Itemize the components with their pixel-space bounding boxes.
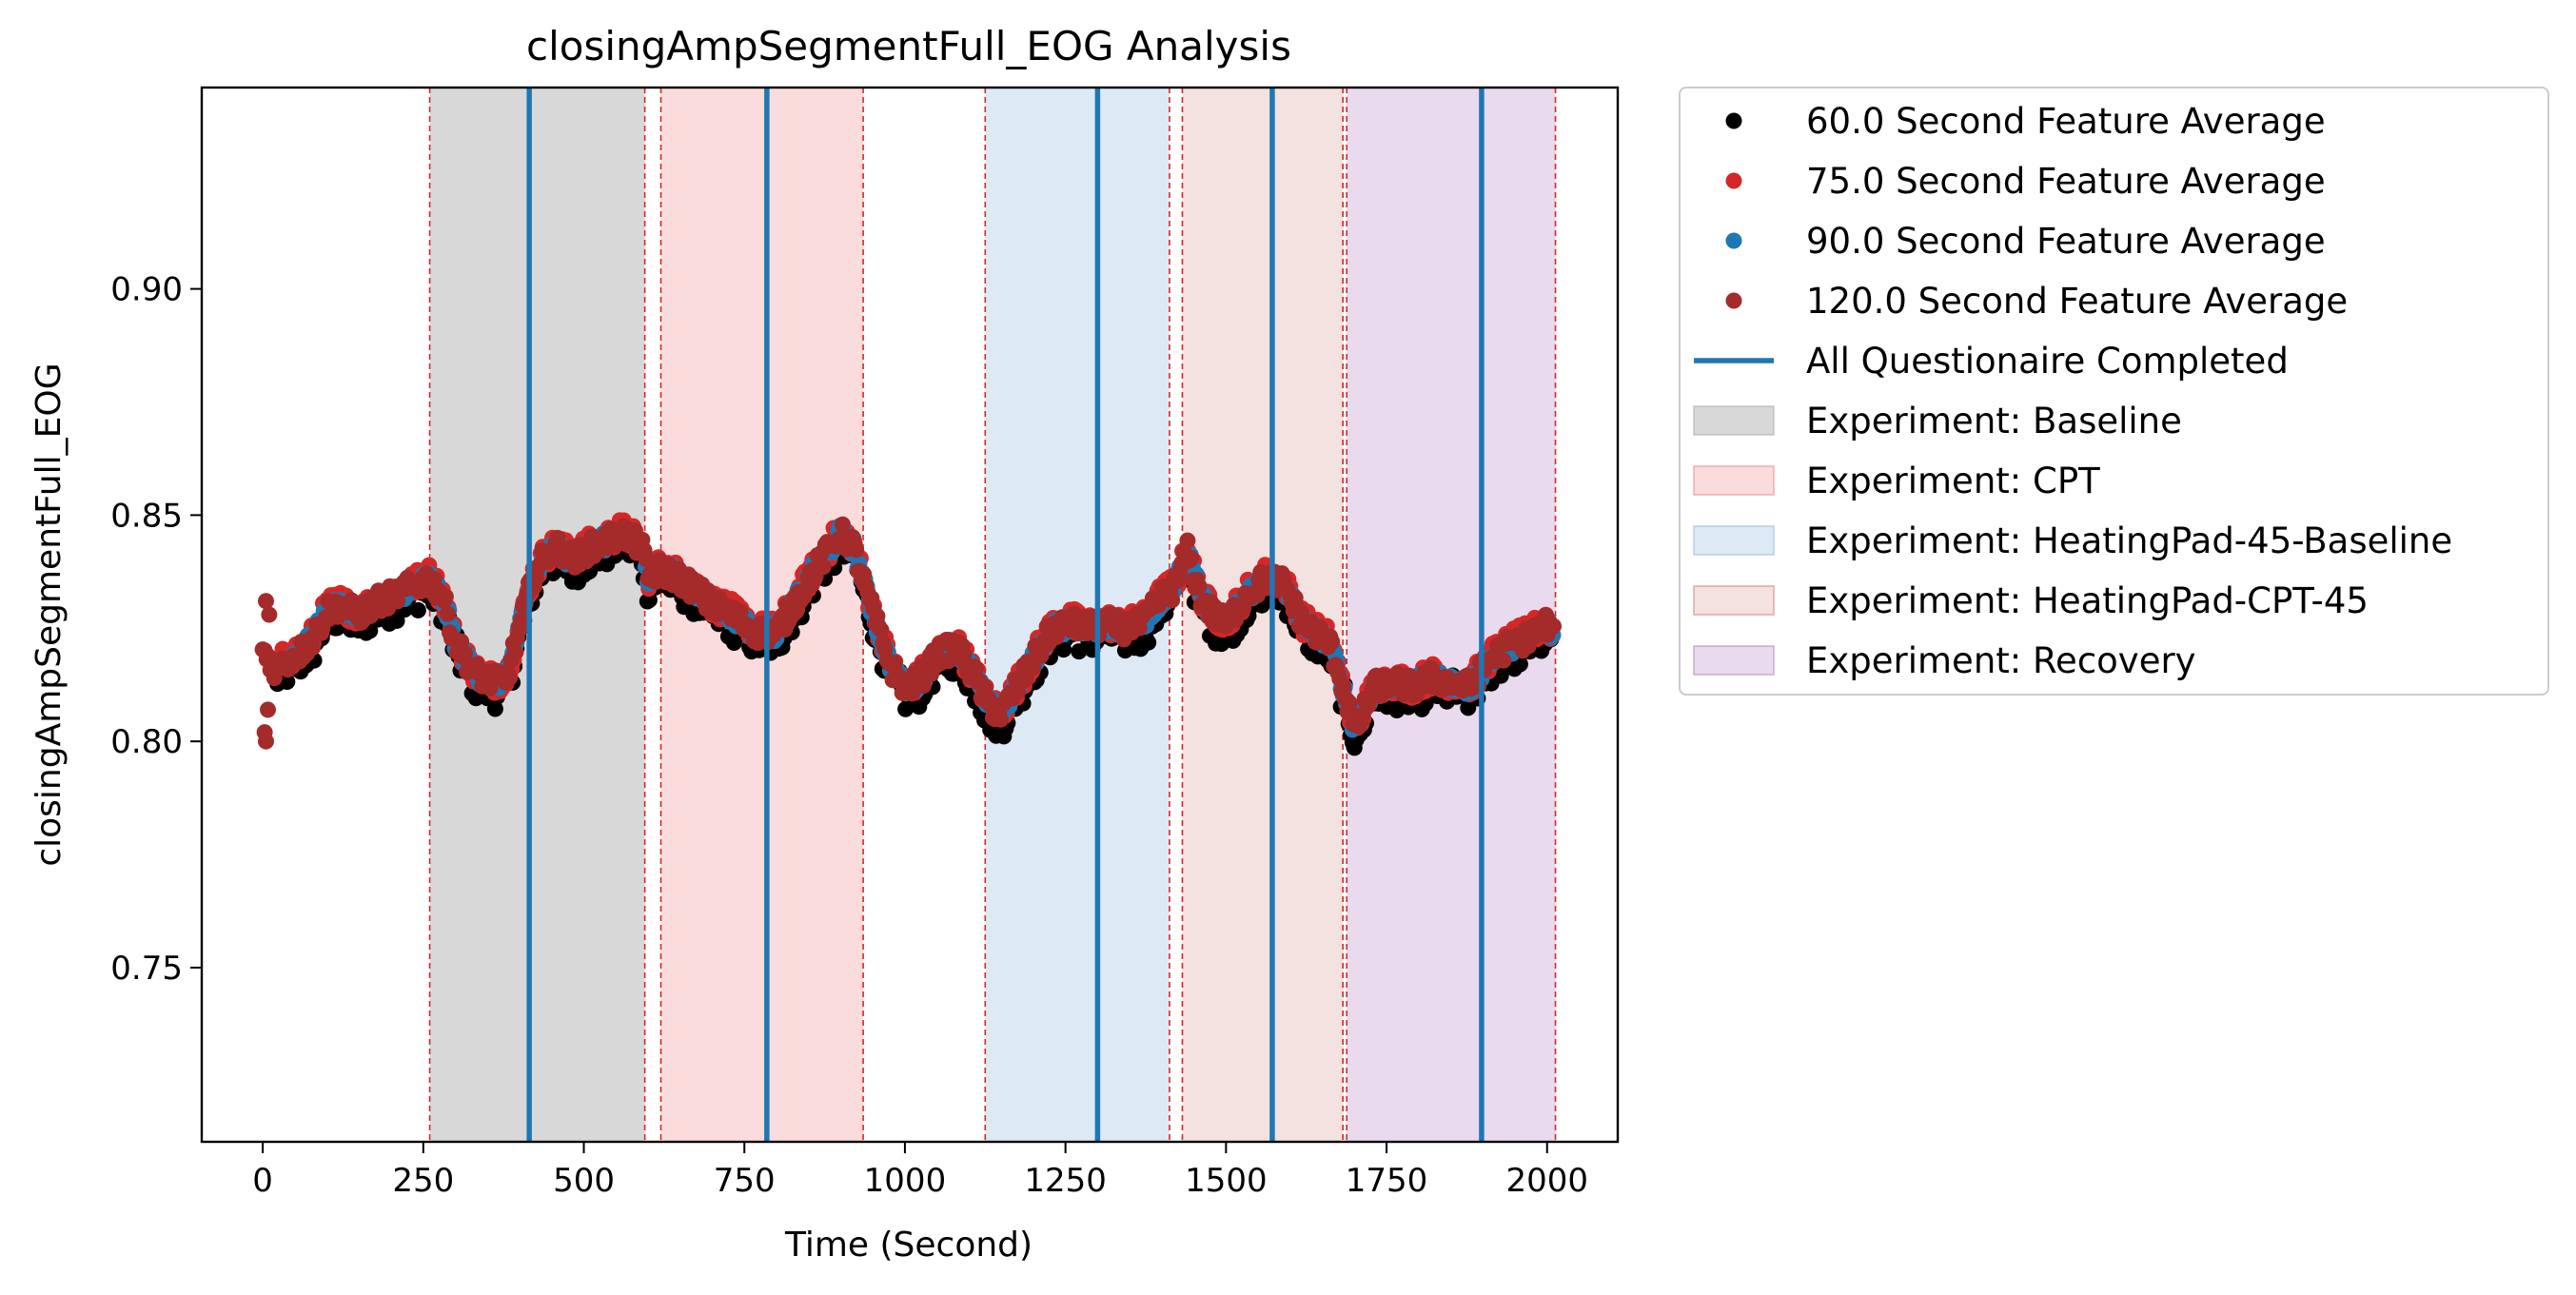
series-4-point [1190, 578, 1208, 595]
x-tick-label: 250 [392, 1162, 454, 1200]
plot-frame [200, 86, 1620, 1144]
series-1-point [486, 700, 503, 717]
series-4-point [732, 603, 749, 620]
legend-label: Experiment: Recovery [1806, 640, 2196, 681]
legend-marker [1725, 232, 1742, 249]
legend-box [1679, 87, 2549, 696]
series-4-point [1025, 659, 1042, 676]
legend-label: Experiment: HeatingPad-45-Baseline [1806, 520, 2452, 561]
legend-marker [1693, 525, 1775, 556]
series-4-point [1179, 532, 1196, 549]
legend-marker [1725, 112, 1742, 129]
chart-title: closingAmpSegmentFull_EOG Analysis [526, 23, 1291, 69]
series-4-point [512, 612, 529, 629]
x-tick-label: 2000 [1506, 1162, 1589, 1200]
series-4-point [967, 659, 984, 677]
phase-span-1 [429, 88, 645, 1142]
x-tick-label: 1250 [1024, 1162, 1107, 1200]
series-4-point [1324, 634, 1341, 650]
legend-label: Experiment: CPT [1806, 461, 2100, 501]
series-1-point [409, 601, 426, 618]
series-4-point [1495, 652, 1512, 669]
plot-area [254, 88, 1562, 1142]
legend-label: 60.0 Second Feature Average [1806, 101, 2326, 142]
y-tick-label: 0.75 [110, 950, 183, 988]
y-tick-label: 0.80 [110, 723, 183, 761]
legend-marker [1693, 585, 1775, 616]
legend-marker [1725, 292, 1742, 309]
series-4-point [437, 588, 454, 605]
y-tick-label: 0.85 [110, 497, 183, 535]
series-1-point [1140, 634, 1157, 651]
x-axis-label: Time (Second) [784, 1226, 1032, 1265]
legend-label: All Questionaire Completed [1806, 341, 2289, 382]
legend-marker [1693, 645, 1775, 676]
series-4-point [638, 551, 655, 568]
y-axis-ticks: 0.75 0.80 0.85 0.90 [110, 271, 202, 988]
series-1-point [279, 674, 296, 690]
x-tick-label: 750 [714, 1162, 776, 1200]
series-4-point [260, 701, 277, 718]
series-4-point [305, 639, 322, 657]
legend-label: 75.0 Second Feature Average [1806, 161, 2326, 202]
x-tick-label: 1000 [864, 1162, 947, 1200]
series-4-point [835, 516, 851, 533]
series-4-point [1164, 592, 1181, 609]
legend-label: Experiment: Baseline [1806, 401, 2182, 441]
series-4-point [873, 621, 890, 638]
legend-label: Experiment: HeatingPad-CPT-45 [1806, 580, 2369, 621]
series-4-point [1335, 678, 1352, 696]
series-4-point [257, 733, 274, 750]
series-4-point [501, 670, 518, 687]
legend-marker [1693, 405, 1775, 436]
legend-label: 90.0 Second Feature Average [1806, 221, 2326, 262]
series-4-point [815, 559, 832, 576]
x-tick-label: 1750 [1346, 1162, 1428, 1200]
legend: 60.0 Second Feature Average 75.0 Second F… [1679, 87, 2549, 696]
phase-span-5 [1347, 88, 1556, 1142]
series-4-point [993, 711, 1009, 728]
series-4-point [389, 593, 406, 610]
x-tick-label: 1500 [1185, 1162, 1268, 1200]
series-4-point [1183, 549, 1200, 566]
x-axis-ticks: 0 250 500 750 1000 1250 1500 1750 2000 [252, 1142, 1588, 1200]
series-4-point [506, 644, 523, 660]
series-4-point [440, 605, 456, 622]
series-4-point [453, 633, 470, 650]
x-tick-label: 500 [553, 1162, 615, 1200]
legend-label: 120.0 Second Feature Average [1806, 281, 2348, 322]
legend-marker [1725, 172, 1742, 189]
series-4-point [1545, 618, 1562, 635]
series-4-point [257, 593, 274, 610]
series-4-point [848, 541, 865, 559]
x-tick-label: 0 [252, 1162, 273, 1200]
legend-marker [1693, 465, 1775, 496]
series-4 [254, 516, 1562, 736]
y-tick-label: 0.90 [110, 271, 183, 309]
series-4-point [261, 606, 278, 623]
y-axis-label: closingAmpSegmentFull_EOG [29, 363, 69, 866]
